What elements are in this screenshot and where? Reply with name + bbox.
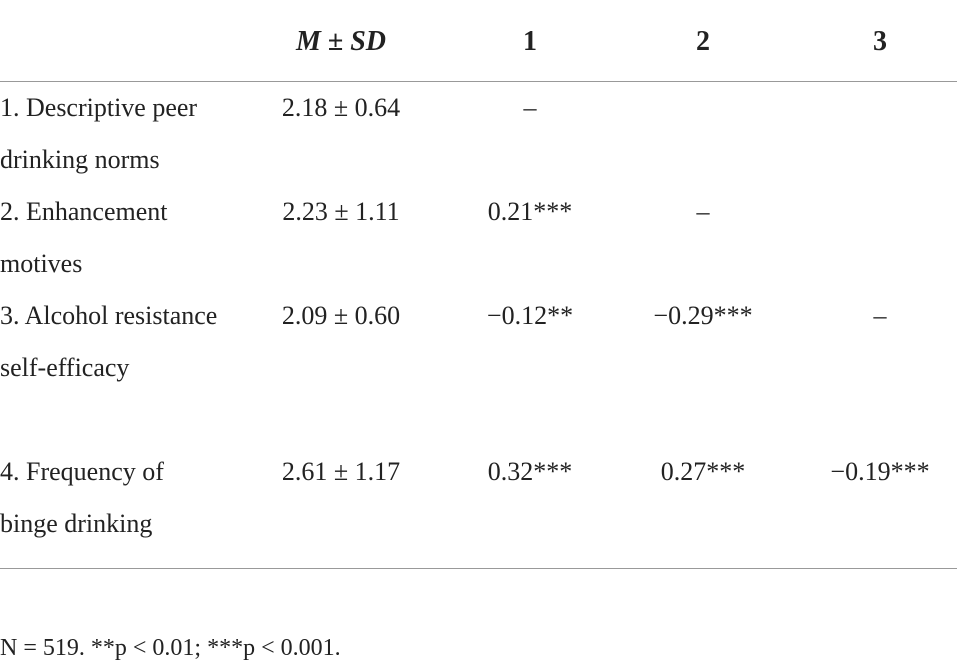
column-header: 1 xyxy=(523,26,537,57)
table-cell: 2.61 ± 1.17 xyxy=(281,457,401,486)
table-cell: – xyxy=(523,93,537,122)
table-cell: 2.09 ± 0.60 xyxy=(281,301,401,330)
table-cell: −0.19*** xyxy=(830,457,930,486)
table-cell: 0.21*** xyxy=(487,197,573,226)
table-cell: −0.12** xyxy=(486,301,574,330)
row-label: 3. Alcohol resistance self-efficacy xyxy=(0,301,218,382)
table-cell: −0.29*** xyxy=(653,301,753,330)
column-header: 3 xyxy=(873,26,887,57)
row-label: 1. Descriptive peer drinking norms xyxy=(0,93,198,174)
table-cell: – xyxy=(873,301,887,330)
column-header: M ± SD xyxy=(295,26,387,57)
table-cell: 0.27*** xyxy=(660,457,746,486)
column-header: 2 xyxy=(696,26,710,57)
bottom-rule xyxy=(0,568,957,569)
table-note: N = 519. **p < 0.01; ***p < 0.001. xyxy=(0,635,341,661)
table-cell: 0.32*** xyxy=(487,457,573,486)
table-cell: 2.23 ± 1.11 xyxy=(282,197,400,226)
table-cell: 2.18 ± 0.64 xyxy=(281,93,401,122)
row-label: 2. Enhancement motives xyxy=(0,197,168,278)
table-cell: – xyxy=(696,197,710,226)
row-label: 4. Frequency of binge drinking xyxy=(0,457,164,538)
header-rule xyxy=(0,81,957,82)
